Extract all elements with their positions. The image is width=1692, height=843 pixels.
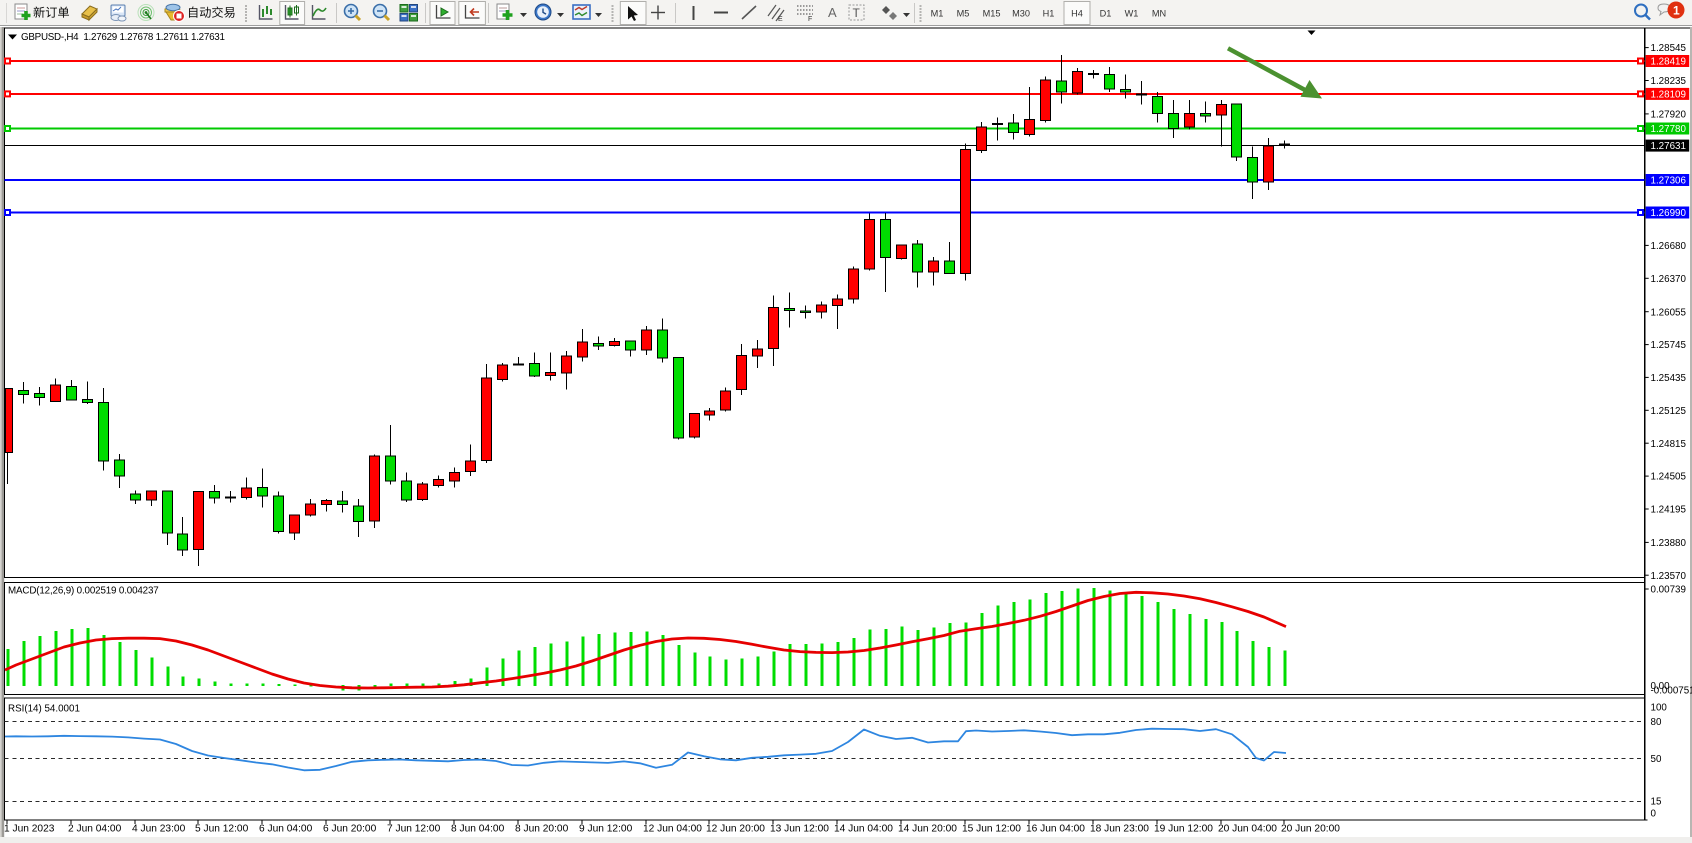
svg-text:15: 15 <box>1651 797 1662 808</box>
svg-text:1.28545: 1.28545 <box>1651 43 1687 54</box>
svg-text:1.27631: 1.27631 <box>1651 141 1686 152</box>
svg-text:GBPUSD-,H4 1.27629 1.27678 1.: GBPUSD-,H4 1.27629 1.27678 1.27611 1.276… <box>21 32 225 43</box>
svg-text:W1: W1 <box>1125 9 1139 19</box>
svg-text:E: E <box>778 16 783 23</box>
svg-text:100: 100 <box>1651 703 1668 714</box>
svg-text:M1: M1 <box>931 9 944 19</box>
svg-text:16 Jun 04:00: 16 Jun 04:00 <box>1026 824 1085 835</box>
svg-text:12 Jun 04:00: 12 Jun 04:00 <box>643 824 702 835</box>
svg-text:20 Jun 20:00: 20 Jun 20:00 <box>1281 824 1340 835</box>
svg-text:6 Jun 20:00: 6 Jun 20:00 <box>323 824 377 835</box>
svg-text:1.24815: 1.24815 <box>1651 439 1687 450</box>
svg-text:1.27780: 1.27780 <box>1651 124 1687 135</box>
svg-text:15 Jun 12:00: 15 Jun 12:00 <box>962 824 1021 835</box>
svg-text:1.24505: 1.24505 <box>1651 472 1687 483</box>
svg-text:8 Jun 20:00: 8 Jun 20:00 <box>515 824 569 835</box>
svg-text:13 Jun 12:00: 13 Jun 12:00 <box>770 824 829 835</box>
svg-text:4 Jun 23:00: 4 Jun 23:00 <box>132 824 186 835</box>
svg-text:MACD(12,26,9) 0.002519 0.00423: MACD(12,26,9) 0.002519 0.004237 <box>8 586 159 597</box>
svg-text:19 Jun 12:00: 19 Jun 12:00 <box>1154 824 1213 835</box>
svg-text:1.25435: 1.25435 <box>1651 373 1687 384</box>
svg-text:1.26990: 1.26990 <box>1651 208 1687 219</box>
svg-text:H4: H4 <box>1071 9 1083 19</box>
svg-text:2 Jun 04:00: 2 Jun 04:00 <box>68 824 122 835</box>
svg-text:18 Jun 23:00: 18 Jun 23:00 <box>1090 824 1149 835</box>
svg-text:20 Jun 04:00: 20 Jun 04:00 <box>1218 824 1277 835</box>
svg-text:5 Jun 12:00: 5 Jun 12:00 <box>195 824 249 835</box>
svg-text:1.25745: 1.25745 <box>1651 340 1687 351</box>
svg-text:H1: H1 <box>1043 9 1055 19</box>
svg-text:0.00: 0.00 <box>1651 681 1671 692</box>
svg-text:1.23570: 1.23570 <box>1651 571 1687 582</box>
svg-text:1.26370: 1.26370 <box>1651 274 1687 285</box>
svg-text:1.26680: 1.26680 <box>1651 241 1687 252</box>
svg-text:1.27920: 1.27920 <box>1651 110 1687 121</box>
svg-text:M5: M5 <box>957 9 970 19</box>
svg-text:0.00739: 0.00739 <box>1651 585 1686 596</box>
svg-text:1.26055: 1.26055 <box>1651 307 1687 318</box>
svg-text:D1: D1 <box>1100 9 1112 19</box>
svg-text:MN: MN <box>1152 9 1166 19</box>
svg-text:14 Jun 20:00: 14 Jun 20:00 <box>898 824 957 835</box>
svg-text:1.23880: 1.23880 <box>1651 538 1687 549</box>
svg-text:1.27306: 1.27306 <box>1651 176 1687 187</box>
svg-text:T: T <box>853 6 861 20</box>
svg-text:8 Jun 04:00: 8 Jun 04:00 <box>451 824 505 835</box>
svg-text:-0.000751: -0.000751 <box>1651 686 1692 697</box>
svg-text:6 Jun 04:00: 6 Jun 04:00 <box>259 824 313 835</box>
svg-text:9 Jun 12:00: 9 Jun 12:00 <box>579 824 633 835</box>
svg-text:1: 1 <box>1673 4 1680 18</box>
svg-text:1.24195: 1.24195 <box>1651 505 1687 516</box>
svg-text:14 Jun 04:00: 14 Jun 04:00 <box>834 824 893 835</box>
svg-text:0: 0 <box>1651 809 1657 820</box>
svg-text:1.25125: 1.25125 <box>1651 406 1687 417</box>
svg-text:1.28235: 1.28235 <box>1651 76 1687 87</box>
svg-text:A: A <box>828 5 837 20</box>
svg-text:50: 50 <box>1651 754 1662 765</box>
svg-text:RSI(14) 54.0001: RSI(14) 54.0001 <box>8 704 80 715</box>
svg-text:12 Jun 20:00: 12 Jun 20:00 <box>706 824 765 835</box>
svg-text:M30: M30 <box>1012 9 1030 19</box>
svg-text:7 Jun 12:00: 7 Jun 12:00 <box>387 824 441 835</box>
svg-text:F: F <box>808 16 812 23</box>
svg-text:1 Jun 2023: 1 Jun 2023 <box>4 824 55 835</box>
svg-text:1.28109: 1.28109 <box>1651 90 1686 101</box>
svg-text:80: 80 <box>1651 717 1662 728</box>
svg-text:M15: M15 <box>983 9 1001 19</box>
svg-text:1.28419: 1.28419 <box>1651 57 1686 68</box>
